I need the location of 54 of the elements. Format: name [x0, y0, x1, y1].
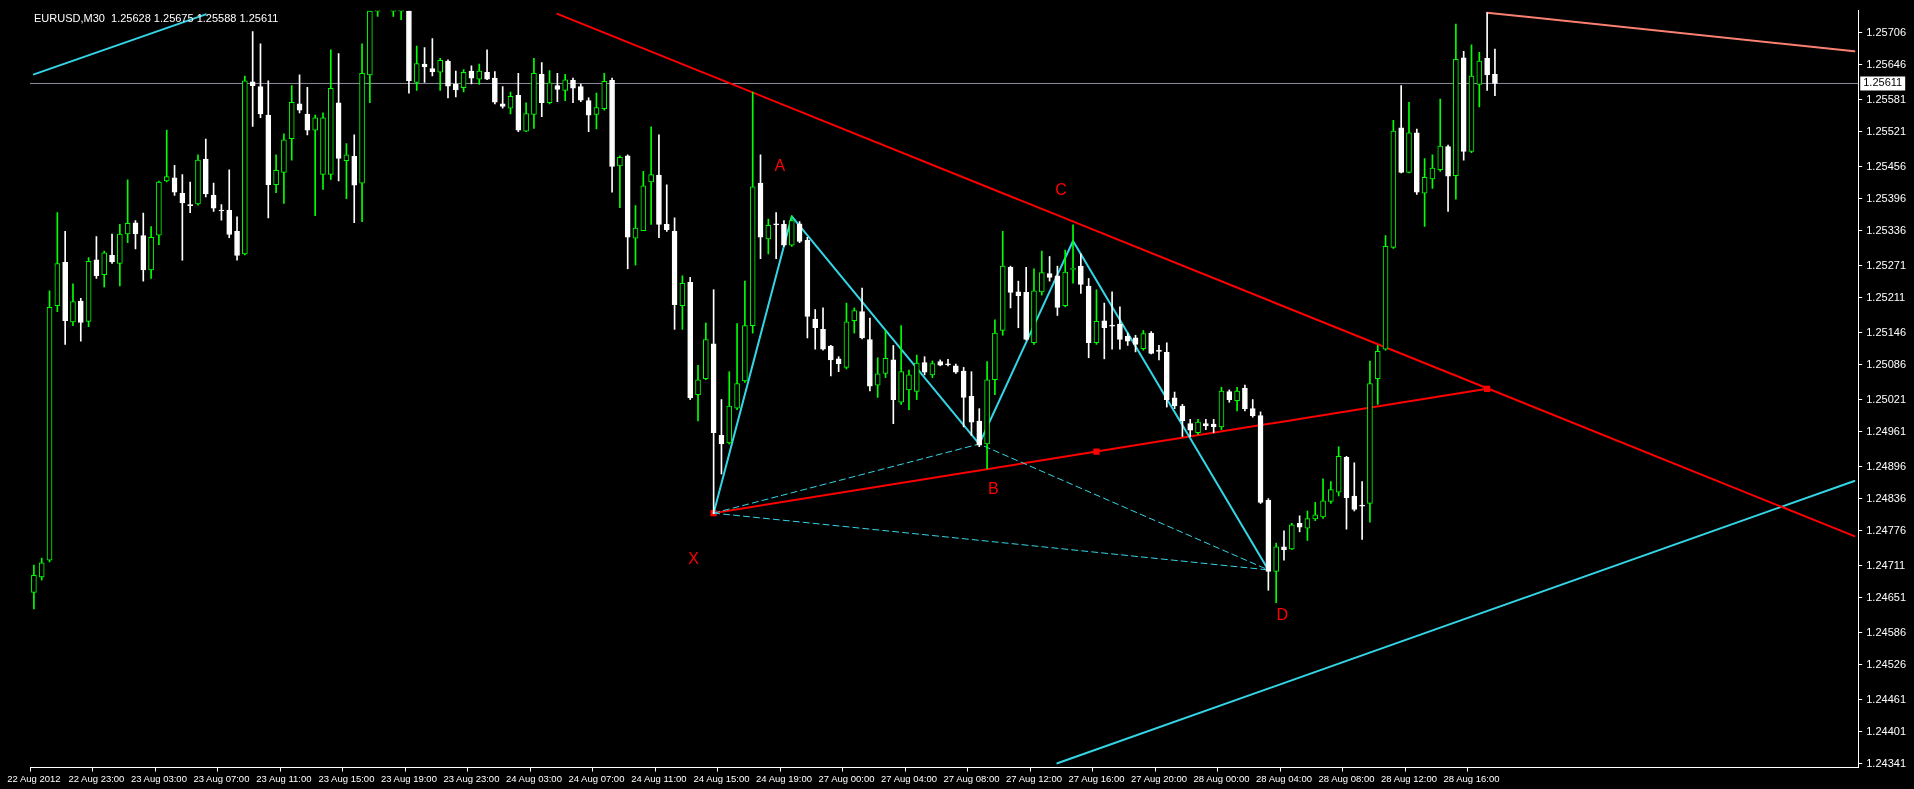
- y-tick-label: 1.25271: [1866, 258, 1906, 271]
- data-label: B: [987, 480, 999, 498]
- x-tick-label: 28 Aug 12:00: [1380, 772, 1437, 784]
- x-tick-label: 28 Aug 00:00: [1193, 772, 1250, 784]
- x-tick-label: 27 Aug 00:00: [818, 772, 875, 784]
- x-tick-label: 27 Aug 08:00: [943, 772, 1000, 784]
- x-tick-label: 23 Aug 19:00: [380, 772, 437, 784]
- x-tick-label: 27 Aug 12:00: [1005, 772, 1062, 784]
- x-tick-label: 23 Aug 15:00: [318, 772, 375, 784]
- y-tick-label: 1.24651: [1866, 590, 1906, 603]
- y-tick-label: 1.24776: [1866, 523, 1906, 536]
- x-tick-label: 22 Aug 2012: [7, 772, 61, 784]
- x-tick-label: 24 Aug 11:00: [631, 772, 687, 784]
- x-tick-label: 23 Aug 07:00: [193, 772, 250, 784]
- x-tick-label: 27 Aug 20:00: [1130, 772, 1187, 784]
- data-label: X: [688, 549, 700, 567]
- y-tick-label: 1.25146: [1866, 325, 1906, 338]
- x-tick-label: 23 Aug 03:00: [130, 772, 187, 784]
- y-tick-label: 1.25706: [1866, 25, 1906, 38]
- data-label: D: [1276, 606, 1289, 624]
- y-tick-label: 1.24586: [1866, 625, 1906, 638]
- chart-title: EURUSD,M30 1.25628 1.25675 1.25588 1.25611: [34, 12, 279, 25]
- x-tick-label: 24 Aug 15:00: [693, 772, 750, 784]
- y-tick-label: 1.25646: [1866, 57, 1906, 70]
- y-tick-label: 1.25211: [1866, 290, 1906, 303]
- y-tick-label: 1.24461: [1866, 692, 1906, 705]
- x-tick-label: 28 Aug 08:00: [1318, 772, 1375, 784]
- y-tick-label: 1.24896: [1866, 459, 1906, 472]
- y-tick-label: 1.24526: [1866, 657, 1906, 670]
- y-tick-label: 1.25581: [1866, 92, 1906, 105]
- x-tick-label: 23 Aug 23:00: [443, 772, 500, 784]
- y-tick-label: 1.25521: [1866, 124, 1906, 137]
- y-tick-label: 1.25021: [1866, 392, 1906, 405]
- x-tick-label: 27 Aug 16:00: [1068, 772, 1125, 784]
- data-label: A: [774, 156, 786, 174]
- x-tick-label: 24 Aug 07:00: [568, 772, 625, 784]
- x-tick-label: 24 Aug 03:00: [505, 772, 562, 784]
- y-tick-label: 1.24961: [1866, 424, 1906, 437]
- x-tick-label: 23 Aug 11:00: [256, 772, 312, 784]
- y-tick-label: 1.24711: [1866, 558, 1906, 571]
- y-tick-label: 1.24401: [1866, 724, 1906, 737]
- data-label: C: [1055, 181, 1067, 199]
- ref-line-label: 1.25611: [1863, 76, 1903, 89]
- x-tick-label: 28 Aug 16:00: [1443, 772, 1500, 784]
- y-tick-label: 1.25336: [1866, 223, 1906, 236]
- y-tick-label: 1.25396: [1866, 191, 1906, 204]
- x-tick-label: 27 Aug 04:00: [880, 772, 937, 784]
- y-tick-label: 1.25086: [1866, 357, 1906, 370]
- x-tick-label: 24 Aug 19:00: [755, 772, 812, 784]
- y-tick-label: 1.25456: [1866, 159, 1906, 172]
- x-tick-label: 28 Aug 04:00: [1255, 772, 1312, 784]
- x-tick-label: 22 Aug 23:00: [68, 772, 125, 784]
- y-tick-label: 1.24836: [1866, 491, 1906, 504]
- y-tick-label: 1.24341: [1866, 756, 1906, 769]
